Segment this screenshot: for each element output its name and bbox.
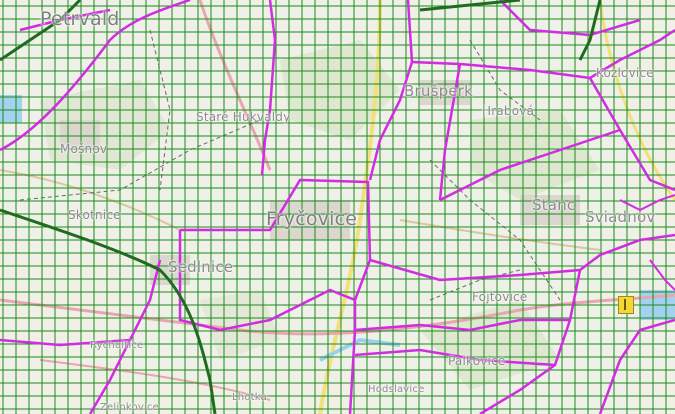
label-brusperk: Brušperk: [404, 82, 473, 100]
label-palkovice: Palkovice: [448, 354, 506, 368]
label-sedlnice: Sedlnice: [168, 258, 234, 276]
magenta-right: [619, 194, 675, 291]
region-boundary: [0, 0, 602, 414]
label-fojtovice: Fojtovice: [472, 290, 528, 304]
church-icon[interactable]: [618, 296, 634, 314]
label-hrabova: Hrabová: [482, 104, 535, 118]
label-mosnov: Mošnov: [60, 142, 108, 156]
label-zelinkovice: Zelinkovice: [100, 402, 159, 413]
label-sviadnov: Sviadnov: [585, 208, 656, 226]
label-stare-hukvaldy: Staré Hukvaldy: [196, 110, 291, 124]
label-lhotka: Lhotka: [232, 392, 267, 403]
label-petrvald: Petrvald: [40, 8, 120, 30]
label-rychaltice: Rychaltice: [90, 340, 144, 351]
label-hodslavice: Hodslavice: [368, 384, 425, 395]
label-kozlovice: Kozlovice: [596, 66, 654, 80]
label-stanc: Stanc: [532, 196, 576, 214]
label-skotnice: Skotnice: [68, 208, 121, 222]
label-frycovice: Fryčovice: [266, 208, 358, 230]
